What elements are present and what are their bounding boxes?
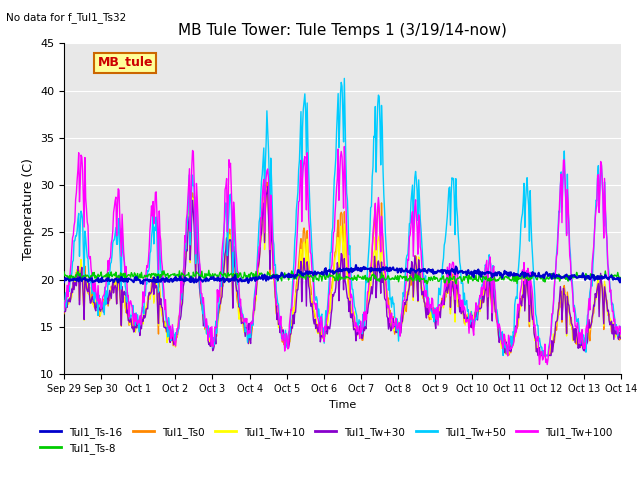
Tul1_Tw+10 (214, 326, 221, 332)
Tul1_Ts-8 (127, 270, 135, 276)
Line: Tul1_Tw+30: Tul1_Tw+30 (64, 187, 621, 356)
Tul1_Ts0 (617, 336, 625, 342)
Tul1_Tw+100 (543, 361, 551, 367)
Tul1_Ts0 (184, 224, 192, 230)
Tul1_Tw+10 (127, 321, 135, 326)
Tul1_Tw+10 (60, 304, 68, 310)
Tul1_Tw+50 (127, 313, 135, 319)
Tul1_Ts-8 (70, 275, 78, 281)
Text: MB_tule: MB_tule (97, 56, 153, 70)
Text: No data for f_Tul1_Ts32: No data for f_Tul1_Ts32 (6, 12, 127, 23)
Tul1_Ts-8 (617, 276, 625, 282)
Tul1_Ts0 (60, 311, 68, 316)
Tul1_Ts-8 (214, 276, 222, 282)
Legend: Tul1_Ts-16, Tul1_Ts-8, Tul1_Ts0, Tul1_Tw+10, Tul1_Tw+30, Tul1_Tw+50, Tul1_Tw+100: Tul1_Ts-16, Tul1_Ts-8, Tul1_Ts0, Tul1_Tw… (36, 423, 617, 458)
Tul1_Tw+50 (214, 321, 221, 327)
Tul1_Ts-8 (205, 267, 212, 273)
Tul1_Ts0 (214, 320, 221, 325)
Tul1_Tw+50 (340, 75, 348, 81)
Tul1_Tw+30 (214, 319, 221, 324)
Tul1_Tw+10 (505, 353, 513, 359)
Tul1_Tw+10 (617, 333, 625, 339)
Tul1_Tw+50 (70, 238, 78, 243)
Tul1_Ts0 (70, 280, 78, 286)
Tul1_Tw+10 (184, 225, 192, 231)
Tul1_Ts-16 (139, 281, 147, 287)
Tul1_Tw+100 (127, 301, 135, 307)
Tul1_Tw+10 (411, 266, 419, 272)
Tul1_Tw+10 (263, 185, 271, 191)
Tul1_Ts-8 (428, 276, 436, 282)
Tul1_Tw+100 (60, 306, 68, 312)
Tul1_Tw+50 (184, 211, 192, 216)
Tul1_Tw+10 (428, 316, 435, 322)
Tul1_Ts-8 (423, 281, 431, 287)
Tul1_Ts0 (428, 316, 435, 322)
X-axis label: Time: Time (329, 400, 356, 409)
Tul1_Tw+50 (428, 308, 435, 314)
Tul1_Ts0 (536, 353, 544, 359)
Tul1_Ts-16 (60, 279, 68, 285)
Tul1_Ts-16 (70, 276, 78, 281)
Tul1_Ts-16 (185, 277, 193, 283)
Tul1_Tw+100 (428, 305, 435, 311)
Tul1_Tw+30 (617, 336, 625, 341)
Tul1_Tw+30 (184, 230, 192, 236)
Tul1_Tw+50 (60, 307, 68, 313)
Tul1_Tw+30 (411, 253, 419, 259)
Tul1_Tw+100 (340, 144, 348, 149)
Tul1_Ts-16 (428, 269, 436, 275)
Line: Tul1_Ts-16: Tul1_Ts-16 (64, 265, 621, 284)
Title: MB Tule Tower: Tule Temps 1 (3/19/14-now): MB Tule Tower: Tule Temps 1 (3/19/14-now… (178, 23, 507, 38)
Tul1_Tw+100 (617, 331, 625, 337)
Tul1_Tw+50 (411, 175, 419, 180)
Tul1_Tw+100 (214, 287, 221, 293)
Line: Tul1_Tw+10: Tul1_Tw+10 (64, 188, 621, 356)
Tul1_Ts-16 (617, 276, 625, 281)
Tul1_Tw+30 (264, 184, 271, 190)
Tul1_Ts-16 (214, 275, 222, 280)
Line: Tul1_Ts-8: Tul1_Ts-8 (64, 270, 621, 284)
Tul1_Tw+100 (411, 204, 419, 210)
Tul1_Tw+100 (70, 223, 78, 228)
Line: Tul1_Tw+100: Tul1_Tw+100 (64, 146, 621, 364)
Tul1_Tw+50 (499, 353, 507, 359)
Tul1_Tw+30 (60, 309, 68, 314)
Tul1_Tw+50 (617, 324, 625, 330)
Tul1_Tw+30 (127, 319, 135, 325)
Tul1_Ts-8 (60, 269, 68, 275)
Tul1_Ts0 (127, 321, 135, 326)
Tul1_Tw+100 (184, 196, 192, 202)
Y-axis label: Temperature (C): Temperature (C) (22, 158, 35, 260)
Tul1_Tw+10 (70, 286, 78, 292)
Tul1_Ts0 (411, 264, 419, 269)
Tul1_Tw+30 (70, 287, 78, 292)
Tul1_Ts-16 (412, 270, 419, 276)
Tul1_Ts-16 (127, 277, 135, 283)
Line: Tul1_Tw+50: Tul1_Tw+50 (64, 78, 621, 356)
Tul1_Ts-16 (352, 262, 360, 268)
Tul1_Ts-8 (411, 275, 419, 280)
Tul1_Tw+30 (428, 302, 435, 308)
Tul1_Ts0 (263, 180, 271, 185)
Tul1_Ts-8 (184, 272, 192, 278)
Tul1_Tw+30 (534, 353, 542, 359)
Line: Tul1_Ts0: Tul1_Ts0 (64, 182, 621, 356)
